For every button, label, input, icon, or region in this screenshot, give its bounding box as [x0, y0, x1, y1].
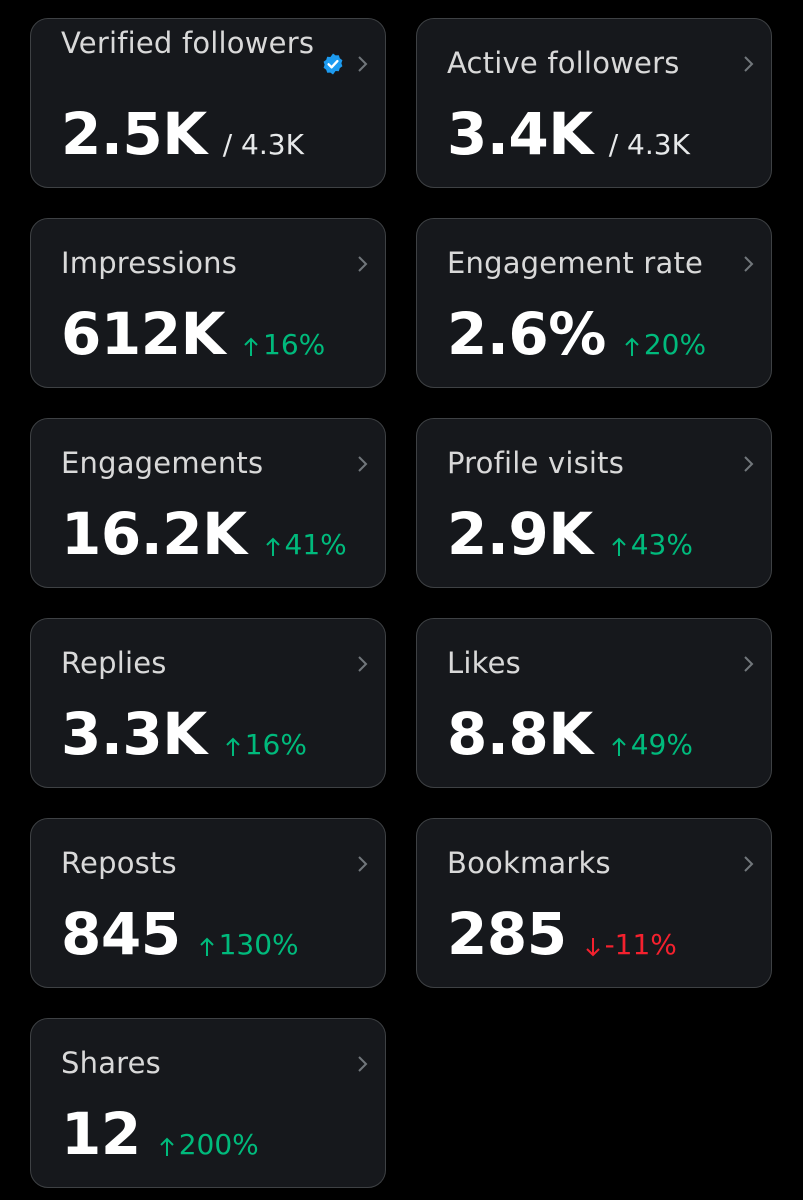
- change-value: -11%: [604, 928, 677, 961]
- card-title: Verified followers: [61, 26, 315, 60]
- arrow-down-icon: [585, 937, 600, 956]
- arrow-up-icon: [160, 1137, 174, 1156]
- metric-total: / 4.3K: [222, 128, 304, 161]
- arrow-up-icon: [625, 337, 639, 356]
- card-title: Impressions: [61, 246, 238, 280]
- card-title: Shares: [61, 1046, 161, 1080]
- chevron-right-icon: [744, 856, 754, 872]
- card-title: Profile visits: [447, 446, 625, 480]
- card-title: Active followers: [447, 46, 680, 80]
- change-value: 130%: [218, 928, 299, 961]
- change-indicator: -11%: [585, 928, 677, 961]
- chevron-right-icon: [358, 456, 368, 472]
- change-value: 16%: [263, 328, 326, 361]
- metric-row: 2.5K / 4.3K: [61, 99, 304, 169]
- card-profile-visits[interactable]: Profile visits 2.9K 43%: [416, 418, 772, 588]
- metric-value: 285: [447, 900, 567, 968]
- arrow-up-icon: [244, 337, 258, 356]
- metric-row: 2.6% 20%: [447, 299, 706, 369]
- card-replies[interactable]: Replies 3.3K 16%: [30, 618, 386, 788]
- metric-row: 3.4K / 4.3K: [447, 99, 690, 169]
- change-indicator: 200%: [159, 1128, 259, 1161]
- arrow-up-icon: [265, 537, 280, 556]
- metric-value: 16.2K: [61, 500, 247, 568]
- change-value: 49%: [630, 728, 693, 761]
- card-impressions[interactable]: Impressions 612K 16%: [30, 218, 386, 388]
- card-likes[interactable]: Likes 8.8K 49%: [416, 618, 772, 788]
- metric-value: 2.6%: [447, 300, 606, 368]
- metric-value: 2.5K: [61, 100, 207, 168]
- change-value: 200%: [178, 1128, 259, 1161]
- metric-value: 12: [61, 1100, 141, 1168]
- metric-row: 12 200%: [61, 1099, 259, 1169]
- change-indicator: 20%: [624, 328, 706, 361]
- metric-row: 2.9K 43%: [447, 499, 693, 569]
- metric-row: 16.2K 41%: [61, 499, 347, 569]
- metric-total: / 4.3K: [608, 128, 690, 161]
- change-indicator: 16%: [243, 328, 325, 361]
- card-title: Bookmarks: [447, 846, 611, 880]
- change-indicator: 41%: [265, 528, 347, 561]
- metric-value: 3.3K: [61, 700, 207, 768]
- card-reposts[interactable]: Reposts 845 130%: [30, 818, 386, 988]
- metric-row: 3.3K 16%: [61, 699, 307, 769]
- verified-badge-icon: [323, 53, 343, 75]
- change-indicator: 16%: [225, 728, 307, 761]
- metric-row: 612K 16%: [61, 299, 325, 369]
- metric-value: 3.4K: [447, 100, 593, 168]
- change-value: 43%: [630, 528, 693, 561]
- change-value: 16%: [244, 728, 307, 761]
- card-shares[interactable]: Shares 12 200%: [30, 1018, 386, 1188]
- card-title: Reposts: [61, 846, 177, 880]
- metric-value: 845: [61, 900, 181, 968]
- chevron-right-icon: [358, 256, 368, 272]
- chevron-right-icon: [358, 56, 368, 72]
- arrow-up-icon: [199, 937, 214, 956]
- chevron-right-icon: [358, 856, 368, 872]
- change-indicator: 43%: [611, 528, 693, 561]
- metric-value: 8.8K: [447, 700, 593, 768]
- chevron-right-icon: [358, 1056, 368, 1072]
- arrow-up-icon: [611, 737, 626, 756]
- card-title: Likes: [447, 646, 521, 680]
- chevron-right-icon: [744, 656, 754, 672]
- change-value: 20%: [643, 328, 707, 361]
- card-engagement-rate[interactable]: Engagement rate 2.6% 20%: [416, 218, 772, 388]
- metric-row: 285 -11%: [447, 899, 677, 969]
- chevron-right-icon: [744, 56, 754, 72]
- card-engagements[interactable]: Engagements 16.2K 41%: [30, 418, 386, 588]
- metric-row: 845 130%: [61, 899, 299, 969]
- chevron-right-icon: [744, 456, 754, 472]
- metric-value: 612K: [61, 300, 226, 368]
- chevron-right-icon: [744, 256, 754, 272]
- card-title: Engagement rate: [447, 246, 704, 280]
- arrow-up-icon: [611, 537, 626, 556]
- change-indicator: 49%: [611, 728, 693, 761]
- card-title: Engagements: [61, 446, 264, 480]
- metric-row: 8.8K 49%: [447, 699, 693, 769]
- chevron-right-icon: [358, 656, 368, 672]
- card-verified-followers[interactable]: Verified followers 2.5K / 4.3K: [30, 18, 386, 188]
- change-indicator: 130%: [199, 928, 299, 961]
- metric-value: 2.9K: [447, 500, 593, 568]
- card-bookmarks[interactable]: Bookmarks 285 -11%: [416, 818, 772, 988]
- change-value: 41%: [284, 528, 347, 561]
- card-active-followers[interactable]: Active followers 3.4K / 4.3K: [416, 18, 772, 188]
- card-title: Replies: [61, 646, 167, 680]
- arrow-up-icon: [225, 737, 240, 756]
